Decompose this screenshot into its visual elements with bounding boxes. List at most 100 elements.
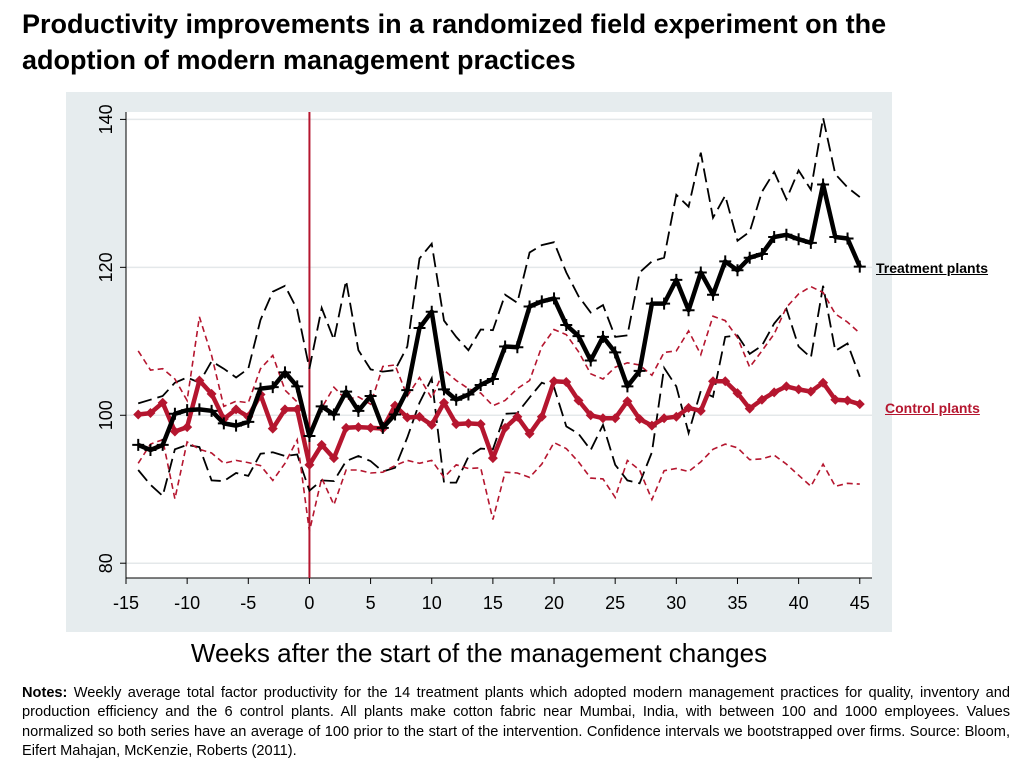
control-point xyxy=(500,422,511,433)
treatment-point xyxy=(389,408,402,421)
x-tick-label-40: 40 xyxy=(789,593,809,613)
control-point xyxy=(231,404,242,415)
treatment-point xyxy=(364,390,377,403)
control-point xyxy=(622,396,633,407)
x-tick-label-15: 15 xyxy=(483,593,503,613)
control-point xyxy=(402,412,413,423)
control-point xyxy=(646,420,657,431)
treatment-point xyxy=(523,300,536,313)
treatment-series-line xyxy=(137,182,862,453)
treatment-point xyxy=(743,251,756,264)
treatment-point xyxy=(230,419,243,432)
treatment-point xyxy=(609,346,622,359)
control-point xyxy=(793,384,804,395)
notes-label: Notes: xyxy=(22,685,68,701)
control-point xyxy=(573,395,584,406)
control-point xyxy=(328,453,339,464)
treatment-point xyxy=(792,233,805,246)
control-point xyxy=(206,388,217,399)
treatment-point xyxy=(217,417,230,430)
treatment-ci-lower-line xyxy=(137,285,861,498)
y-tick-label-100: 100 xyxy=(96,400,116,430)
control-point xyxy=(720,376,731,387)
treatment-point xyxy=(193,403,206,416)
treatment-point xyxy=(132,438,145,451)
treatment-point xyxy=(352,404,365,417)
treatment-plants-label: Treatment plants xyxy=(876,260,989,276)
control-plants-label: Control plants xyxy=(885,400,980,416)
treatment-point xyxy=(645,297,658,310)
control-point xyxy=(524,428,535,439)
control-point xyxy=(316,439,327,450)
control-point xyxy=(512,411,523,422)
control-point xyxy=(194,375,205,386)
control-point xyxy=(671,411,682,422)
treatment-point xyxy=(731,264,744,277)
x-tick-label-35: 35 xyxy=(727,593,747,613)
chart-panel: 80100120140-15-10-5051015202530354045Tot… xyxy=(66,92,892,632)
control-point xyxy=(451,419,462,430)
treatment-point xyxy=(462,388,475,401)
treatment-point xyxy=(413,321,426,334)
control-point xyxy=(585,410,596,421)
treatment-point xyxy=(278,366,291,379)
control-ci-upper-line xyxy=(137,285,861,435)
control-point xyxy=(830,394,841,405)
control-point xyxy=(549,376,560,387)
treatment-point xyxy=(804,236,817,249)
treatment-point xyxy=(670,273,683,286)
control-point xyxy=(744,403,755,414)
plot-area xyxy=(126,112,872,578)
treatment-point xyxy=(853,260,866,273)
treatment-point xyxy=(719,255,732,268)
treatment-point xyxy=(315,400,328,413)
treatment-point xyxy=(572,330,585,343)
y-tick-label-140: 140 xyxy=(96,104,116,134)
x-tick-label--5: -5 xyxy=(240,593,256,613)
treatment-ci-upper-line xyxy=(137,117,861,405)
treatment-point xyxy=(780,228,793,241)
control-point xyxy=(279,404,290,415)
control-point xyxy=(292,404,303,415)
notes: Notes: Weekly average total factor produ… xyxy=(22,684,1010,762)
treatment-point xyxy=(401,384,414,397)
control-point xyxy=(365,422,376,433)
control-point xyxy=(561,376,572,387)
control-point xyxy=(463,418,474,429)
control-point xyxy=(341,422,352,433)
y-tick-label-80: 80 xyxy=(96,553,116,573)
treatment-point xyxy=(621,380,634,393)
treatment-point xyxy=(266,381,279,394)
x-tick-label-20: 20 xyxy=(544,593,564,613)
treatment-point xyxy=(303,429,316,442)
control-point xyxy=(769,387,780,398)
treatment-point xyxy=(499,340,512,353)
control-point xyxy=(805,386,816,397)
control-point xyxy=(157,397,168,408)
control-point xyxy=(133,409,144,420)
treatment-point xyxy=(841,232,854,245)
treatment-point xyxy=(156,438,169,451)
treatment-point xyxy=(560,319,573,332)
treatment-point xyxy=(181,404,194,417)
treatment-point xyxy=(425,305,438,318)
control-point xyxy=(732,388,743,399)
control-point xyxy=(475,419,486,430)
treatment-point xyxy=(817,178,830,191)
x-tick-label-45: 45 xyxy=(850,593,870,613)
control-point xyxy=(659,413,670,424)
treatment-point xyxy=(548,292,561,305)
control-point xyxy=(610,413,621,424)
control-point xyxy=(683,402,694,413)
control-point xyxy=(842,395,853,406)
treatment-point xyxy=(242,415,255,428)
treatment-point xyxy=(584,354,597,367)
x-tick-label-25: 25 xyxy=(605,593,625,613)
control-point xyxy=(708,376,719,387)
treatment-point xyxy=(376,421,389,434)
treatment-point xyxy=(254,382,267,395)
treatment-point xyxy=(633,364,646,377)
control-point xyxy=(536,411,547,422)
x-tick-label-10: 10 xyxy=(422,593,442,613)
y-tick-label-120: 120 xyxy=(96,252,116,282)
